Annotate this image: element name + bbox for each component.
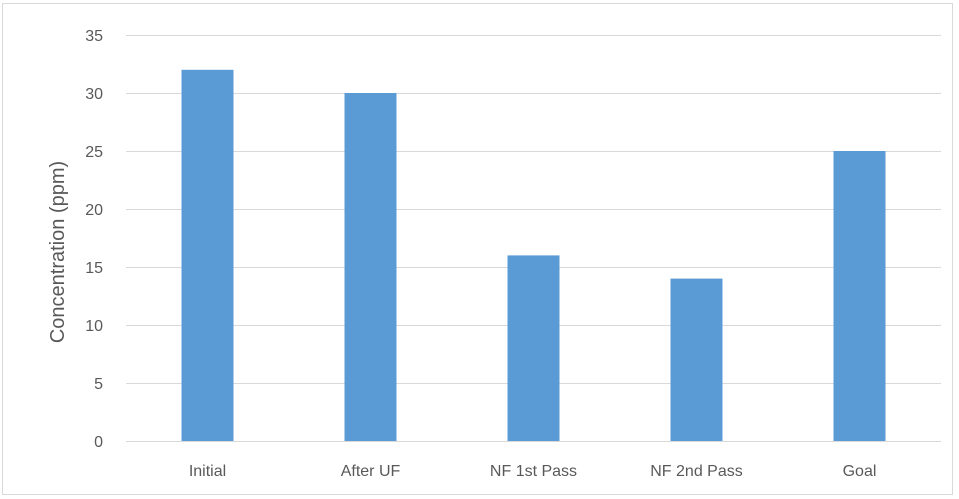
bar-after-uf — [344, 93, 397, 441]
y-tick-label: 5 — [94, 376, 103, 393]
y-tick-label: 15 — [85, 260, 103, 277]
x-tick-label: After UF — [341, 463, 401, 480]
x-tick-labels: Initial After UF NF 1st Pass NF 2nd Pass Goa… — [189, 463, 877, 480]
y-tick-label: 0 — [94, 434, 103, 451]
bar-initial — [181, 69, 234, 442]
y-tick-label: 25 — [85, 144, 103, 161]
bar-goal — [833, 151, 886, 441]
bars — [181, 69, 886, 442]
y-tick-labels: 0 5 10 15 20 25 30 35 — [85, 28, 103, 451]
y-tick-label: 30 — [85, 86, 103, 103]
y-tick-label: 10 — [85, 318, 103, 335]
x-tick-label: Initial — [189, 463, 226, 480]
bar-nf-1st-pass — [507, 255, 560, 441]
chart-frame — [2, 3, 953, 495]
y-axis-title: Concentration (ppm) — [47, 161, 69, 343]
y-tick-label: 35 — [85, 28, 103, 45]
gridlines — [126, 35, 941, 442]
bar-nf-2nd-pass — [670, 278, 723, 441]
x-tick-label: NF 1st Pass — [490, 463, 577, 480]
x-tick-label: NF 2nd Pass — [650, 463, 742, 480]
y-tick-label: 20 — [85, 202, 103, 219]
x-tick-label: Goal — [843, 463, 877, 480]
